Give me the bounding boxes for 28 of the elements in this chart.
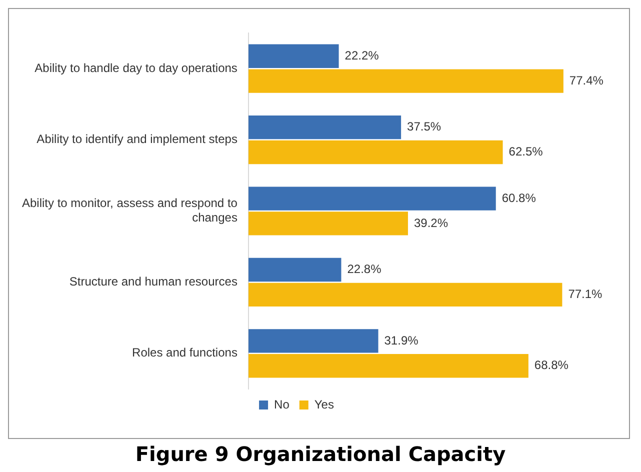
data-label: 68.8% xyxy=(534,358,569,372)
bar xyxy=(248,186,496,210)
y-tick-label: Ability to identify and implement steps xyxy=(36,132,238,146)
bar xyxy=(248,116,402,140)
data-label: 31.9% xyxy=(384,333,419,348)
bar xyxy=(248,329,378,353)
legend-label: Yes xyxy=(314,397,334,412)
bar xyxy=(248,258,342,282)
data-label: 22.8% xyxy=(347,262,382,276)
y-tick-label: Ability to handle day to day operations xyxy=(34,60,238,75)
data-label: 37.5% xyxy=(407,120,442,134)
bar xyxy=(248,140,503,164)
data-label: 77.1% xyxy=(568,286,603,301)
data-label: 22.2% xyxy=(344,48,380,62)
y-tick-label: Ability to monitor, assess and respond to changes xyxy=(22,196,238,225)
y-tick-label: Structure and human resources xyxy=(69,274,238,289)
bar xyxy=(248,44,339,68)
legend-label: No xyxy=(274,397,290,412)
y-tick-label: Roles and functions xyxy=(132,346,238,360)
bar xyxy=(248,354,528,378)
data-label: 62.5% xyxy=(508,144,544,159)
text: Figure 9 Organizational Capacity xyxy=(134,442,507,466)
data-label: 77.4% xyxy=(569,73,604,88)
bar xyxy=(248,69,564,93)
bar xyxy=(248,212,408,236)
bar xyxy=(248,282,562,306)
data-label: 60.8% xyxy=(502,190,536,205)
data-label: 39.2% xyxy=(414,216,448,230)
